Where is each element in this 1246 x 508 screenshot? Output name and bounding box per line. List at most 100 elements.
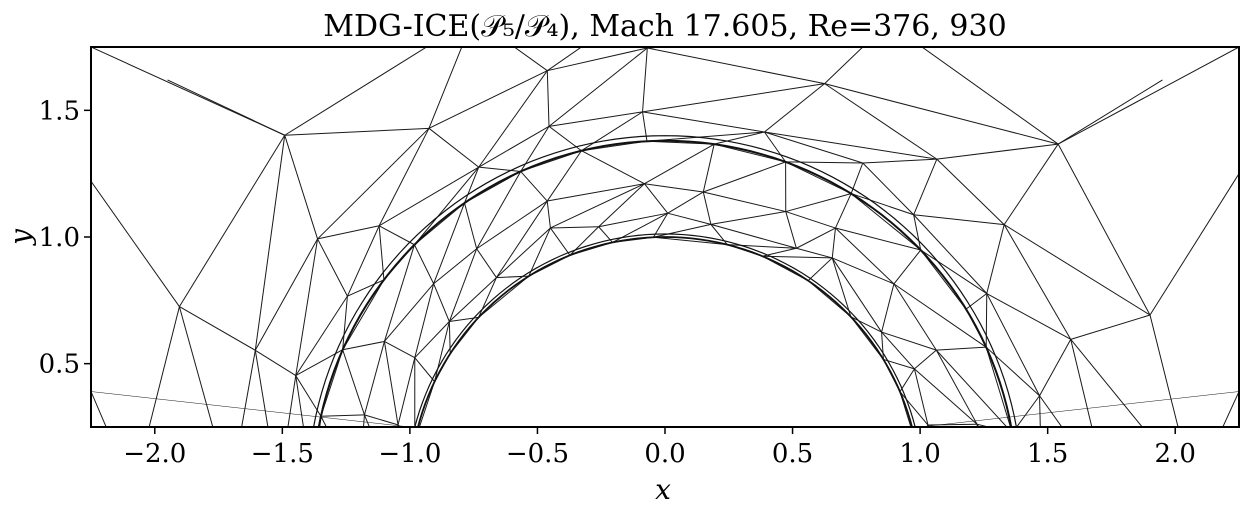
mesh-edge (986, 224, 1005, 294)
mesh-edge (785, 211, 836, 229)
mesh-edge (644, 183, 704, 193)
mesh-edge (548, 111, 643, 127)
mesh-edge (428, 127, 480, 168)
mesh-edge (647, 47, 825, 85)
mesh-edge (478, 125, 550, 168)
x-axis-ticks: −2.0 −1.5 −1.0 −0.5 0.0 0.5 1.0 1.5 2.0 (123, 427, 1196, 469)
y-tick-label: 1.0 (39, 223, 80, 253)
mesh-edge (346, 225, 380, 297)
mesh-edge (434, 321, 450, 382)
x-tick-label: −1.5 (251, 439, 314, 469)
mesh-edge (284, 127, 429, 136)
mesh-edge (433, 283, 450, 322)
mesh-edge (913, 368, 929, 426)
mesh-edge (478, 166, 521, 172)
mesh-edge (710, 223, 797, 249)
mesh-edge (476, 171, 522, 249)
x-tick-label: 1.5 (1027, 439, 1068, 469)
mesh-edge (824, 47, 864, 85)
mesh-edge (546, 150, 582, 202)
mesh-edge (520, 171, 548, 202)
mesh-edge (642, 111, 765, 133)
mesh-edge (796, 247, 833, 259)
mesh-edge (550, 183, 645, 229)
y-axis-label: y (4, 228, 37, 247)
mesh-edge (881, 331, 937, 351)
mesh-edge (547, 47, 648, 72)
mesh-edge (913, 214, 1005, 226)
mesh-edge (824, 83, 1059, 145)
mesh-edge (764, 131, 937, 160)
mesh-edge (496, 200, 548, 278)
mesh-edge (546, 200, 551, 229)
mesh-edge (824, 83, 938, 160)
mesh-edge (418, 381, 436, 427)
x-tick-label: 0.0 (644, 439, 685, 469)
mesh-edge (881, 332, 884, 360)
mesh-edge (936, 143, 1059, 160)
mesh-edge (342, 296, 348, 350)
mesh-edge (295, 238, 319, 376)
mesh-edge (764, 131, 787, 163)
mesh-edge (347, 279, 385, 297)
x-tick-label: 0.5 (772, 439, 813, 469)
mesh-edge (976, 424, 978, 427)
mesh-edge (287, 375, 297, 427)
mesh-edge (548, 47, 648, 127)
mesh-edge (899, 391, 929, 426)
mesh-edge (317, 225, 380, 240)
mesh-edge (913, 158, 938, 215)
mesh-edge (284, 47, 428, 136)
mesh-edge (927, 423, 978, 426)
mesh-edge (448, 248, 478, 322)
mesh-edge (710, 211, 786, 225)
mesh-edge (850, 193, 922, 251)
mesh-edge (598, 212, 668, 228)
mesh-edge (1003, 143, 1059, 225)
mesh-edge (476, 200, 548, 250)
mesh-edge (1070, 339, 1093, 427)
mesh-edge (413, 244, 435, 284)
mesh-edge (320, 414, 365, 417)
mesh-edge (241, 350, 256, 427)
mesh-edge (702, 144, 715, 193)
mesh-edge (796, 227, 836, 249)
mesh-edge (378, 166, 479, 227)
y-tick-label: 0.5 (39, 350, 80, 380)
mesh-edge (976, 423, 991, 427)
mesh-edge (178, 134, 286, 307)
mesh-edge (284, 135, 319, 240)
mesh-edge (985, 347, 1011, 427)
mesh-edge (513, 47, 548, 72)
mesh-edge (384, 341, 416, 359)
bow-shock-layer (313, 135, 1017, 427)
mesh-edge (893, 283, 987, 348)
mesh-edge (986, 293, 1071, 340)
mesh-edge (91, 47, 285, 136)
x-tick-label: 2.0 (1155, 439, 1196, 469)
mesh-edge (363, 341, 385, 416)
mesh-edge (255, 349, 297, 377)
mesh-edge (91, 180, 180, 307)
mesh-edge (1149, 314, 1179, 427)
mesh-edge (807, 257, 833, 282)
mesh-edge (644, 143, 715, 185)
mesh-edge (414, 357, 435, 382)
mesh-edge (667, 191, 704, 214)
mesh-edge (986, 293, 1040, 396)
mesh-edge (985, 293, 988, 348)
mesh-edge (414, 283, 435, 358)
mesh-edge (428, 70, 548, 129)
mesh-edge (464, 202, 478, 249)
mesh-edge (914, 368, 978, 425)
mesh-edge (785, 211, 797, 249)
mesh-edge (850, 316, 882, 333)
mesh-edge (642, 83, 825, 113)
mesh-edge (850, 193, 914, 216)
mesh-edge (378, 225, 415, 246)
mesh-edge (862, 162, 915, 216)
mesh-edge (1003, 224, 1072, 340)
mesh-edge (378, 225, 385, 280)
mesh-edge (383, 244, 415, 342)
